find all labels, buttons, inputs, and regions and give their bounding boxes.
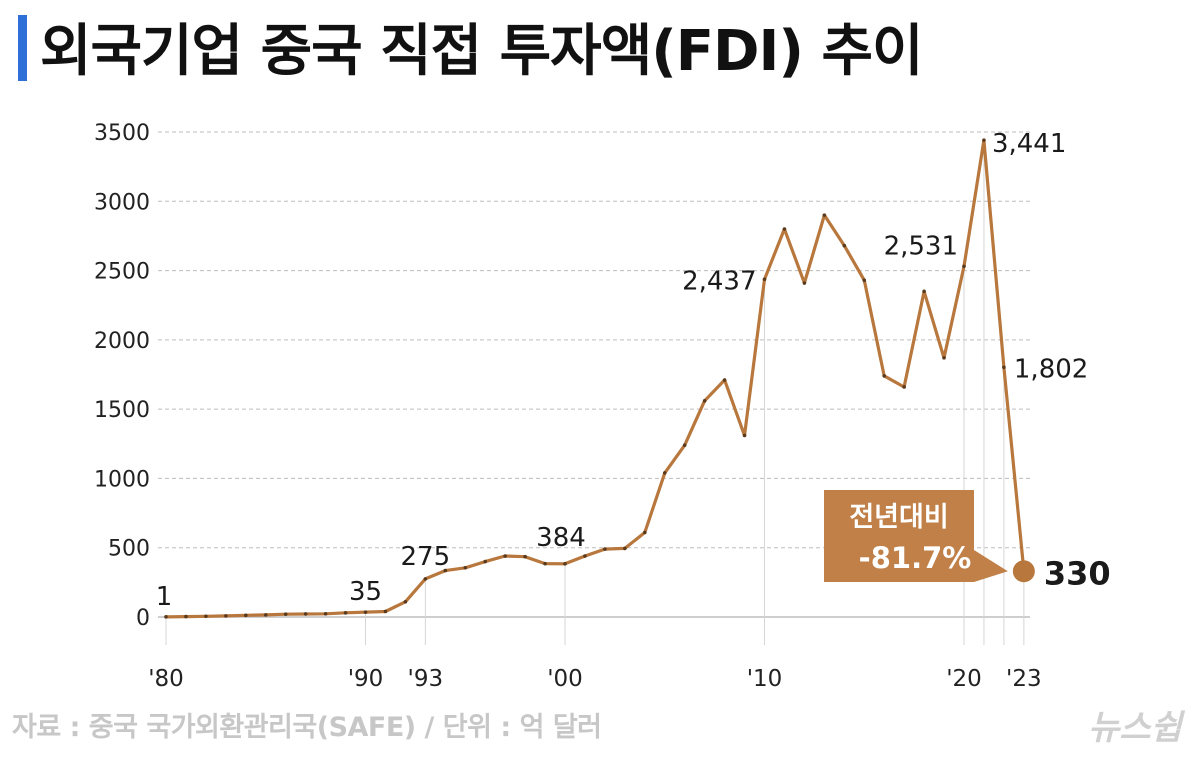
- data-point: [224, 614, 228, 618]
- annotation-line1: 전년대비: [849, 502, 948, 533]
- y-tick-label: 1500: [94, 398, 150, 423]
- x-tick-label: '80: [148, 666, 184, 692]
- data-point: [862, 278, 867, 283]
- data-point: [423, 577, 428, 581]
- data-point: [244, 613, 248, 618]
- data-label: 2,531: [884, 231, 958, 261]
- data-point: [283, 612, 288, 617]
- data-point: [583, 554, 587, 558]
- y-tick-label: 500: [108, 537, 150, 562]
- data-point: [623, 546, 627, 551]
- data-point: [363, 610, 368, 614]
- data-point: [403, 599, 408, 604]
- annotation-callout-box: [824, 490, 1008, 582]
- publisher-logo: 뉴스쉽: [1088, 708, 1182, 748]
- annotation-line2: -81.7%: [859, 541, 972, 575]
- data-point: [603, 547, 607, 551]
- data-point: [682, 443, 687, 447]
- data-label: 275: [401, 542, 451, 572]
- x-tick-label: '23: [1006, 666, 1042, 692]
- data-point: [323, 612, 328, 616]
- data-point: [303, 612, 308, 616]
- data-point: [164, 615, 168, 619]
- x-tick-label: '10: [747, 666, 783, 692]
- data-label: 3,441: [992, 129, 1066, 159]
- data-label: 330: [1044, 554, 1111, 592]
- x-tick-label: '00: [547, 666, 583, 692]
- data-point: [563, 561, 567, 566]
- title-accent-bar: [18, 15, 27, 81]
- data-point: [463, 566, 468, 570]
- data-point: [802, 281, 807, 285]
- y-tick-label: 3500: [94, 121, 150, 146]
- data-label: 1,802: [1014, 354, 1088, 384]
- data-label: 35: [349, 577, 382, 607]
- data-point: [483, 559, 488, 564]
- data-point: [942, 356, 946, 360]
- data-point-final: [1012, 560, 1035, 583]
- y-tick-label: 0: [136, 606, 150, 631]
- x-tick-label: '93: [408, 666, 444, 692]
- data-point: [523, 554, 527, 559]
- data-point: [782, 227, 787, 231]
- y-tick-label: 2000: [94, 329, 150, 354]
- data-point: [902, 385, 906, 389]
- source-note: 자료 : 중국 국가외환관리국(SAFE) / 단위 : 억 달러: [12, 712, 602, 743]
- y-tick-label: 2500: [94, 260, 150, 285]
- data-label: 384: [536, 523, 586, 553]
- data-label: 2,437: [682, 266, 756, 296]
- page-title: 외국기업 중국 직접 투자액(FDI) 추이: [40, 19, 924, 84]
- data-point: [662, 471, 667, 475]
- y-tick-label: 3000: [94, 190, 150, 215]
- data-point: [962, 264, 966, 269]
- data-point: [204, 614, 208, 619]
- data-point: [722, 378, 727, 382]
- x-tick-label: '20: [946, 666, 982, 692]
- data-point: [922, 289, 926, 294]
- series-line: [164, 138, 1026, 619]
- data-point: [263, 613, 268, 617]
- data-point: [543, 561, 547, 566]
- data-label: 1: [156, 582, 173, 612]
- data-point: [982, 138, 986, 142]
- data-point: [842, 243, 847, 248]
- data-point: [742, 433, 747, 438]
- data-point: [383, 609, 388, 614]
- y-tick-label: 1000: [94, 467, 150, 492]
- data-point: [343, 611, 348, 615]
- data-point: [443, 568, 448, 573]
- data-point: [643, 530, 647, 535]
- data-point: [1002, 365, 1006, 370]
- data-point: [503, 554, 507, 558]
- data-point: [822, 213, 827, 217]
- data-point: [702, 399, 707, 403]
- data-point: [762, 277, 767, 282]
- data-point: [882, 374, 886, 378]
- x-tick-label: '90: [348, 666, 384, 692]
- data-point: [184, 614, 188, 619]
